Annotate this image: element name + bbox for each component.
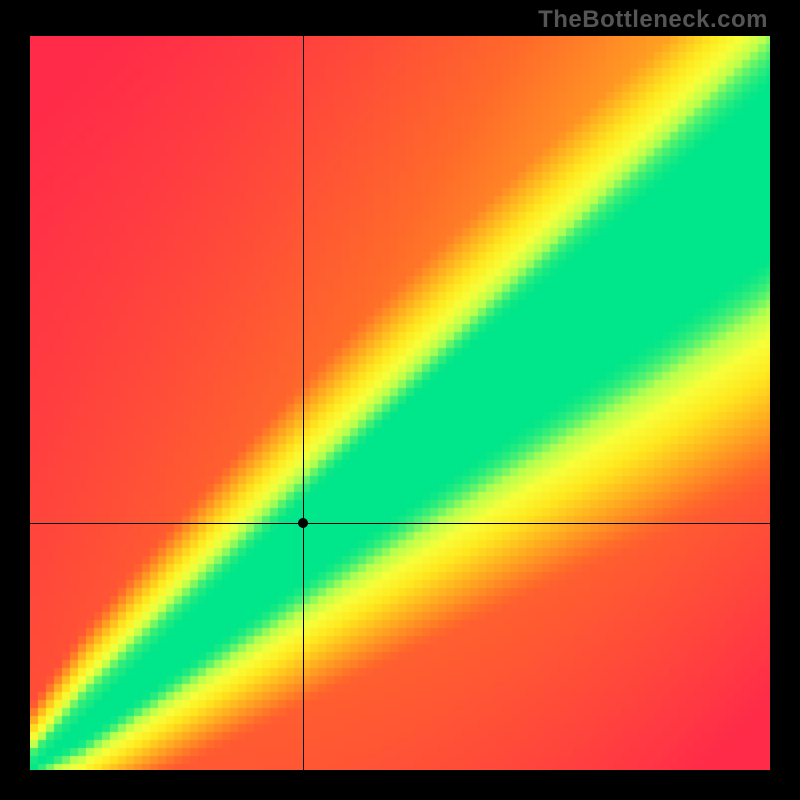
crosshair-vertical (303, 36, 304, 770)
crosshair-marker-dot (298, 518, 308, 528)
bottleneck-heatmap (30, 36, 770, 770)
watermark-text: TheBottleneck.com (538, 6, 768, 34)
crosshair-horizontal (30, 523, 770, 524)
